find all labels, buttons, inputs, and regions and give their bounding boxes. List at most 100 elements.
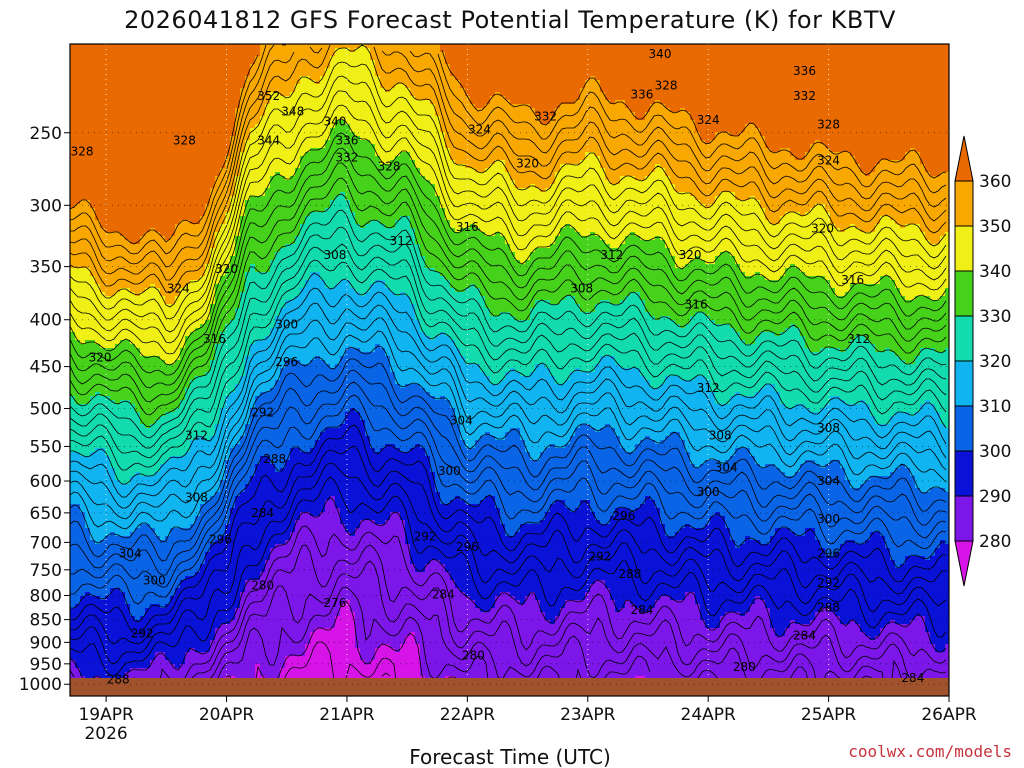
field-cell <box>95 652 101 657</box>
field-cell <box>150 232 156 237</box>
field-cell <box>110 112 116 117</box>
field-cell <box>165 652 171 657</box>
field-cell <box>105 548 111 553</box>
field-cell <box>100 260 106 265</box>
field-cell <box>90 540 96 545</box>
field-cell <box>130 504 136 509</box>
field-cell <box>85 364 91 369</box>
field-cell <box>215 560 221 565</box>
field-cell <box>70 180 76 185</box>
field-cell <box>220 120 226 125</box>
field-cell <box>110 604 116 609</box>
field-cell <box>215 572 221 577</box>
field-cell <box>165 176 171 181</box>
field-cell <box>75 532 81 537</box>
field-cell <box>75 484 81 489</box>
field-cell <box>145 532 151 537</box>
field-cell <box>200 644 206 649</box>
field-cell <box>90 460 96 465</box>
field-cell <box>105 108 111 113</box>
field-cell <box>75 96 81 101</box>
field-cell <box>120 144 126 149</box>
field-cell <box>95 236 101 241</box>
field-cell <box>75 136 81 141</box>
field-cell <box>180 48 186 53</box>
field-cell <box>85 332 91 337</box>
field-cell <box>125 188 131 193</box>
field-cell <box>140 192 146 197</box>
field-cell <box>180 648 186 653</box>
field-cell <box>185 48 191 53</box>
field-cell <box>80 404 86 409</box>
field-cell <box>100 492 106 497</box>
field-cell <box>110 376 116 381</box>
field-cell <box>100 508 106 513</box>
field-cell <box>170 96 176 101</box>
field-cell <box>205 420 211 425</box>
field-cell <box>100 420 106 425</box>
field-cell <box>95 56 101 61</box>
field-cell <box>150 496 156 501</box>
field-cell <box>200 140 206 145</box>
field-cell <box>210 112 216 117</box>
field-cell <box>70 532 76 537</box>
field-cell <box>180 188 186 193</box>
field-cell <box>125 652 131 657</box>
field-cell <box>120 360 126 365</box>
field-cell <box>195 304 201 309</box>
field-cell <box>110 432 116 437</box>
field-cell <box>100 360 106 365</box>
field-cell <box>175 112 181 117</box>
field-cell <box>130 624 136 629</box>
field-cell <box>70 564 76 569</box>
field-cell <box>80 508 86 513</box>
field-cell <box>150 608 156 613</box>
field-cell <box>110 204 116 209</box>
field-cell <box>110 456 116 461</box>
field-cell <box>95 112 101 117</box>
field-cell <box>130 256 136 261</box>
field-cell <box>120 128 126 133</box>
field-cell <box>130 388 136 393</box>
field-cell <box>90 492 96 497</box>
field-cell <box>155 156 161 161</box>
field-cell <box>165 128 171 133</box>
field-cell <box>115 156 121 161</box>
field-cell <box>90 504 96 509</box>
field-cell <box>115 440 121 445</box>
field-cell <box>185 276 191 281</box>
field-cell <box>70 212 76 217</box>
field-cell <box>115 404 121 409</box>
field-cell <box>200 472 206 477</box>
field-cell <box>140 392 146 397</box>
field-cell <box>80 500 86 505</box>
field-cell <box>200 72 206 77</box>
field-cell <box>140 184 146 189</box>
field-cell <box>165 140 171 145</box>
field-cell <box>110 336 116 341</box>
field-cell <box>90 160 96 165</box>
field-cell <box>135 652 141 657</box>
field-cell <box>210 92 216 97</box>
field-cell <box>90 604 96 609</box>
field-cell <box>105 92 111 97</box>
field-cell <box>90 336 96 341</box>
field-cell <box>130 376 136 381</box>
field-cell <box>195 180 201 185</box>
field-cell <box>105 480 111 485</box>
field-cell <box>70 408 76 413</box>
field-cell <box>105 432 111 437</box>
field-cell <box>110 324 116 329</box>
field-cell <box>185 124 191 129</box>
field-cell <box>75 84 81 89</box>
field-cell <box>175 528 181 533</box>
field-cell <box>105 324 111 329</box>
field-cell <box>190 64 196 69</box>
field-cell <box>75 624 81 629</box>
field-cell <box>90 664 96 669</box>
field-cell <box>140 576 146 581</box>
field-cell <box>215 96 221 101</box>
field-cell <box>80 312 86 317</box>
field-cell <box>115 448 121 453</box>
field-cell <box>135 572 141 577</box>
